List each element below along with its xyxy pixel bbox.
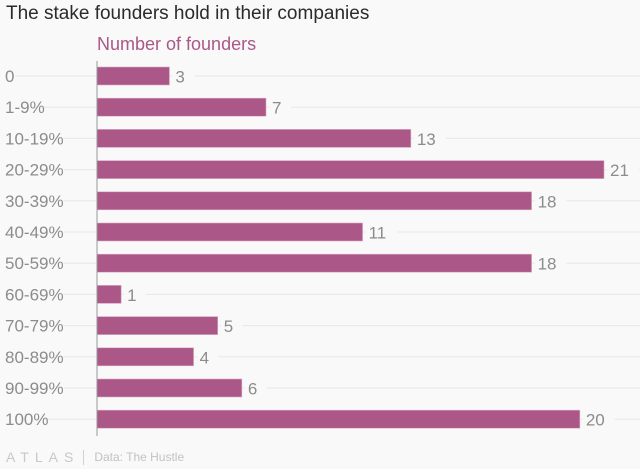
value-label: 6 [248, 380, 257, 399]
category-label: 60-69% [5, 285, 64, 304]
category-label-bg [0, 347, 64, 366]
bar [96, 316, 219, 335]
value-label: 3 [175, 68, 184, 87]
value-label-bg [269, 97, 291, 118]
bar [96, 285, 122, 304]
value-label: 20 [586, 411, 605, 430]
bar [96, 253, 532, 273]
bar [96, 129, 412, 148]
value-label: 11 [369, 224, 387, 243]
category-label: 30-39% [5, 192, 64, 211]
atlas-logo: ATLAS [6, 449, 80, 465]
value-label-bg [172, 66, 195, 86]
value-label-bg [534, 253, 567, 274]
bar [96, 222, 363, 242]
bar [96, 378, 243, 398]
chart-subtitle: Number of founders [97, 34, 257, 54]
category-label-bg [0, 254, 64, 273]
bar [96, 191, 532, 211]
value-label: 18 [538, 255, 557, 274]
value-label-bg [244, 378, 267, 398]
category-label: 40-49% [5, 223, 64, 242]
value-label-bg [534, 190, 567, 211]
category-label: 1-9% [5, 98, 45, 117]
category-label-bg [0, 98, 45, 117]
category-label-bg [0, 316, 64, 335]
value-label: 13 [417, 130, 436, 149]
category-label: 50-59% [5, 254, 64, 273]
value-label-bg [365, 222, 398, 242]
category-label: 100% [5, 410, 48, 429]
labels: 0 3 1-9% 7 10-19% 13 20-29% 21 30-39% 18 40-49% 11 5… [0, 66, 639, 430]
value-label-bg [413, 128, 446, 149]
bar [96, 97, 267, 117]
category-label-bg [0, 160, 64, 179]
value-label-bg [196, 346, 219, 367]
category-label: 10-19% [5, 129, 64, 148]
bar [96, 347, 194, 367]
bar [96, 66, 170, 86]
bar [96, 409, 581, 429]
value-label-bg [220, 315, 243, 336]
footer: ATLAS Data: The Hustle [6, 449, 184, 465]
category-label: 80-89% [5, 348, 64, 367]
category-label-bg [0, 129, 64, 148]
value-label: 4 [200, 348, 209, 367]
value-label: 21 [610, 161, 629, 180]
category-label: 20-29% [5, 161, 64, 180]
value-label: 5 [224, 317, 233, 336]
category-label: 90-99% [5, 379, 64, 398]
value-label-bg [582, 409, 615, 430]
category-label-bg [0, 379, 64, 397]
chart-title: The stake founders hold in their compani… [6, 3, 370, 24]
value-label-bg [124, 284, 147, 305]
category-label-bg [0, 285, 64, 304]
value-label: 1 [127, 286, 136, 305]
category-label: 70-79% [5, 317, 64, 336]
category-label-bg [0, 223, 64, 241]
category-label-bg [0, 191, 64, 210]
value-label: 18 [538, 192, 557, 211]
category-label-bg [0, 410, 45, 429]
bar [96, 160, 605, 179]
value-label-bg [607, 159, 639, 180]
value-label: 7 [272, 99, 281, 118]
footer-divider [83, 449, 85, 465]
category-label-bg [0, 67, 16, 85]
gridlines [0, 75, 640, 420]
category-label: 0 [5, 67, 14, 86]
source-note: Data: The Hustle [94, 450, 185, 464]
bars [96, 66, 605, 429]
